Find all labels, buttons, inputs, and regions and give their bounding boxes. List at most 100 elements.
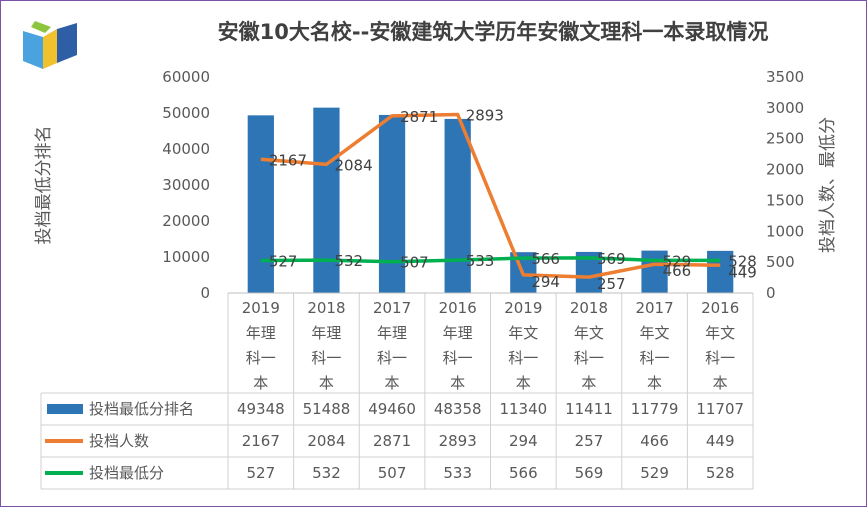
x-tick-label: 科一 [574,349,604,367]
data-label: 507 [400,254,429,272]
x-tick-label: 科一 [443,349,473,367]
table-cell: 2893 [439,432,477,450]
x-tick-label: 本 [647,374,662,392]
y-tick-label: 0 [200,284,210,302]
y-axis-label: 投档最低分排名 [34,126,54,245]
x-tick-label: 年文 [574,324,604,342]
table-cell: 449 [706,432,735,450]
y-tick-label: 10000 [162,248,210,266]
x-tick-label: 年理 [443,324,473,342]
x-tick-label: 2018 [570,299,608,317]
table-cell: 11340 [499,400,547,418]
table-cell: 11411 [565,400,613,418]
table-cell: 527 [246,464,275,482]
x-tick-label: 年文 [640,324,670,342]
y2-tick-label: 2500 [766,130,804,148]
data-label: 2893 [466,106,504,124]
x-tick-label: 本 [385,374,400,392]
table-cell: 2084 [307,432,345,450]
table-cell: 48358 [434,400,482,418]
data-label: 528 [728,252,757,270]
y2-tick-label: 1000 [766,222,804,240]
table-cell: 2167 [242,432,280,450]
data-label: 2871 [400,108,438,126]
data-label: 2167 [269,151,307,169]
y2-tick-label: 2000 [766,161,804,179]
table-cell: 532 [312,464,341,482]
table-cell: 507 [378,464,407,482]
data-label: 569 [597,250,626,268]
x-tick-label: 科一 [246,349,276,367]
legend-label: 投档最低分 [89,464,164,482]
table-cell: 49348 [237,400,285,418]
data-label: 466 [663,262,692,280]
x-tick-label: 科一 [377,349,407,367]
x-tick-label: 2017 [635,299,673,317]
table-cell: 294 [509,432,538,450]
x-tick-label: 2016 [439,299,477,317]
x-tick-label: 年文 [508,324,538,342]
y2-tick-label: 1500 [766,191,804,209]
y-tick-label: 50000 [162,104,210,122]
x-tick-label: 年理 [246,324,276,342]
table-cell: 566 [509,464,538,482]
x-tick-label: 本 [450,374,465,392]
y-tick-label: 40000 [162,140,210,158]
data-label: 527 [269,252,298,270]
data-label: 533 [466,252,495,270]
y2-tick-label: 3500 [766,68,804,86]
table-cell: 257 [575,432,604,450]
y-tick-label: 20000 [162,212,210,230]
x-tick-label: 本 [253,374,268,392]
bar [247,115,274,293]
table-cell: 528 [706,464,735,482]
table-cell: 2871 [373,432,411,450]
bar [444,118,471,294]
y2-tick-label: 500 [766,253,795,271]
x-tick-label: 2018 [307,299,345,317]
x-tick-label: 本 [516,374,531,392]
x-tick-label: 科一 [705,349,735,367]
data-label: 532 [334,252,363,270]
x-tick-label: 科一 [508,349,538,367]
x-tick-label: 本 [713,374,728,392]
table-cell: 529 [640,464,669,482]
y-tick-label: 30000 [162,176,210,194]
data-label: 257 [597,275,626,293]
table-cell: 466 [640,432,669,450]
logo-book-icon [23,21,77,69]
data-label: 449 [728,263,757,281]
data-label: 2084 [334,156,372,174]
legend-label: 投档最低分排名 [89,400,194,418]
data-label: 566 [531,250,560,268]
data-label: 529 [663,252,692,270]
x-tick-label: 科一 [640,349,670,367]
x-tick-label: 本 [581,374,596,392]
count-series-line [260,112,721,279]
x-tick-label: 科一 [311,349,341,367]
chart-title: 安徽10大名校--安徽建筑大学历年安徽文理科一本录取情况 [218,20,769,44]
table-cell: 569 [575,464,604,482]
legend-label: 投档人数 [89,432,149,450]
data-label: 294 [531,273,560,291]
y2-tick-label: 3000 [766,99,804,117]
x-tick-label: 本 [319,374,334,392]
table-cell: 51488 [303,400,351,418]
legend-swatch [47,404,83,414]
x-tick-label: 年文 [705,324,735,342]
x-tick-label: 2016 [701,299,739,317]
bar [707,250,734,293]
x-tick-label: 2017 [373,299,411,317]
x-tick-label: 2019 [504,299,542,317]
table-cell: 11779 [631,400,679,418]
table-cell: 49460 [368,400,416,418]
table-cell: 11707 [696,400,744,418]
y2-tick-label: 0 [766,284,776,302]
x-tick-label: 年理 [377,324,407,342]
x-tick-label: 2019 [242,299,280,317]
logo [21,19,79,73]
x-tick-label: 年理 [311,324,341,342]
y-tick-label: 60000 [162,68,210,86]
